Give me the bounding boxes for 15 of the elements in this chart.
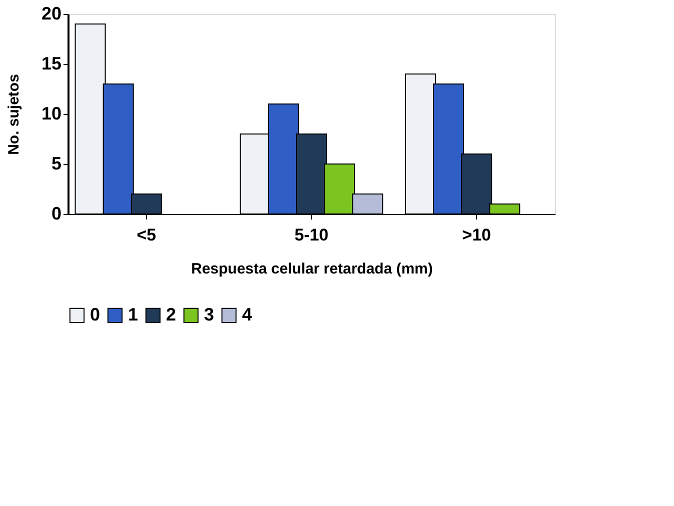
legend-label: 4 bbox=[242, 304, 252, 324]
legend-label: 0 bbox=[90, 304, 100, 324]
y-tick-label: 0 bbox=[51, 204, 62, 224]
y-axis-title: No. sujetos bbox=[5, 74, 22, 155]
legend-label: 1 bbox=[128, 304, 138, 324]
legend-label: 2 bbox=[166, 304, 176, 324]
x-tick-label: >10 bbox=[462, 226, 492, 244]
x-axis-title: Respuesta celular retardada (mm) bbox=[191, 260, 433, 278]
y-tick-label: 10 bbox=[41, 104, 62, 124]
x-tick-label: 5-10 bbox=[294, 226, 329, 244]
x-tick-label: <5 bbox=[136, 226, 156, 244]
y-tick-label: 5 bbox=[51, 154, 62, 174]
y-tick-label: 15 bbox=[41, 54, 62, 74]
y-tick-label: 20 bbox=[41, 4, 62, 24]
legend-label: 3 bbox=[204, 304, 214, 324]
